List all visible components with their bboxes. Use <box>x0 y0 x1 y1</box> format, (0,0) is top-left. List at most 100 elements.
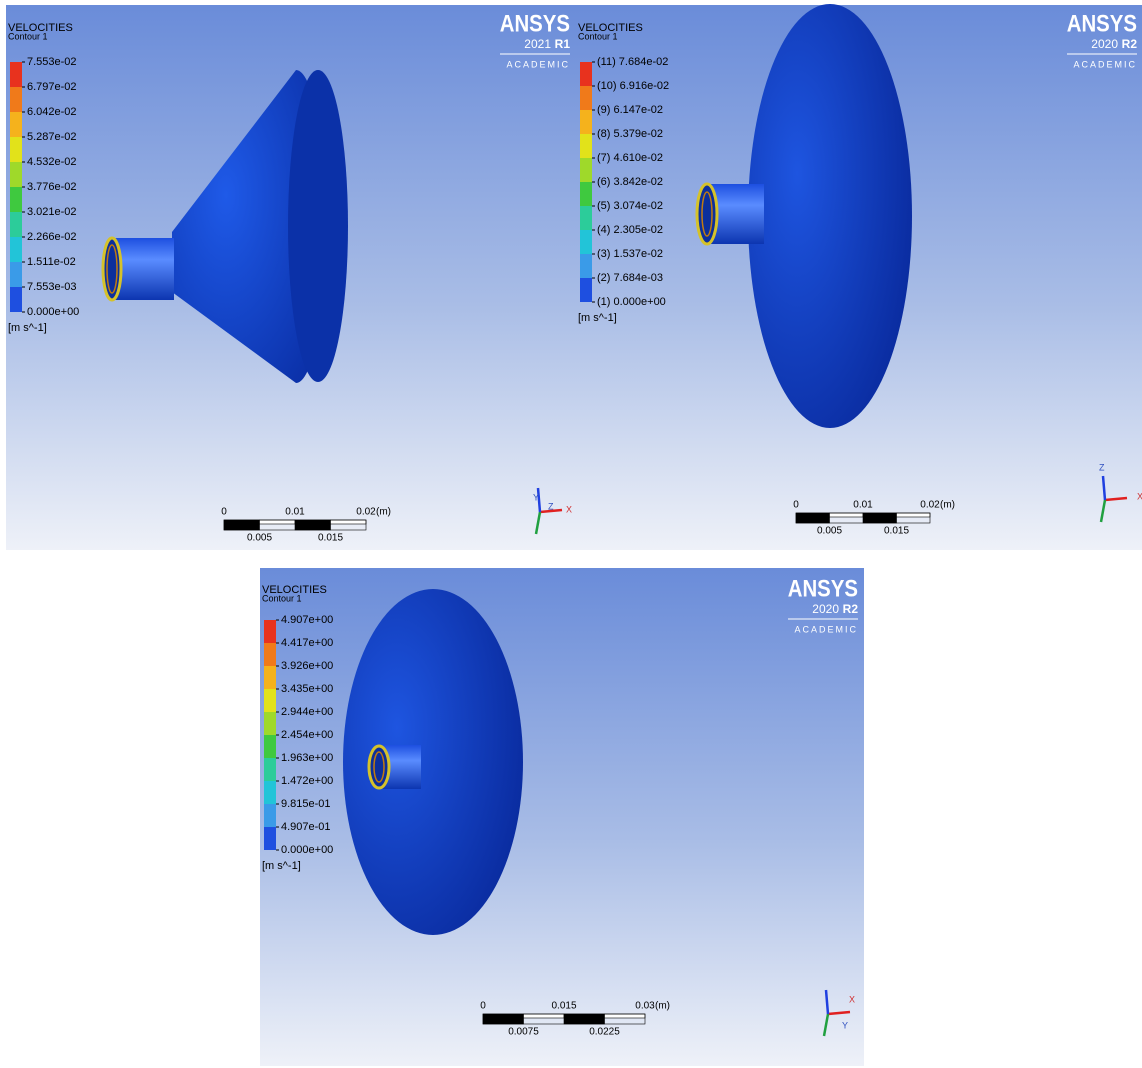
legend-swatch <box>264 758 276 781</box>
axis-label: Z <box>548 501 554 511</box>
legend-swatch <box>10 62 22 87</box>
legend-swatch <box>10 262 22 287</box>
legend-swatch <box>264 643 276 666</box>
scale-label: 0.015 <box>884 526 909 537</box>
legend-swatch <box>580 110 592 134</box>
brand-edition: ACADEMIC <box>794 624 858 634</box>
legend-label: 1.511e-02 <box>27 256 76 268</box>
axis-label: X <box>849 994 855 1004</box>
legend-label: 6.042e-02 <box>27 106 77 118</box>
legend-swatch <box>10 137 22 162</box>
brand-release: R2 <box>843 602 859 616</box>
legend-label: 3.435e+00 <box>281 683 333 695</box>
brand-name: ANSYS <box>500 10 570 37</box>
scale-label: 0.005 <box>817 526 842 537</box>
scale-segment <box>830 513 864 517</box>
legend-label: 2.266e-02 <box>27 231 77 243</box>
legend-label: (7) 4.610e-02 <box>597 152 663 164</box>
legend-unit: [m s^-1] <box>262 860 301 872</box>
scale-segment <box>224 520 260 530</box>
legend-label: 2.944e+00 <box>281 706 333 718</box>
legend-subtitle: Contour 1 <box>262 593 302 603</box>
scale-segment <box>564 1014 605 1024</box>
legend-label: 4.907e-01 <box>281 821 331 833</box>
scale-segment <box>260 520 296 524</box>
legend-swatch <box>580 62 592 86</box>
scale-segment <box>796 513 830 523</box>
axis-label: X <box>566 504 572 514</box>
funnel-model <box>343 589 523 935</box>
legend-label: 3.021e-02 <box>27 206 77 218</box>
legend-subtitle: Contour 1 <box>578 31 618 41</box>
legend-label: 4.417e+00 <box>281 637 333 649</box>
brand-edition: ACADEMIC <box>1073 59 1137 69</box>
legend-label: 3.926e+00 <box>281 660 333 672</box>
legend-swatch <box>264 827 276 850</box>
axis-label: Y <box>842 1020 848 1030</box>
legend-label: (4) 2.305e-02 <box>597 224 663 236</box>
scale-segment <box>605 1014 646 1018</box>
legend-label: (6) 3.842e-02 <box>597 176 663 188</box>
brand-name: ANSYS <box>1067 10 1137 37</box>
scale-label: 0.0075 <box>508 1027 539 1038</box>
legend-label: 0.000e+00 <box>27 306 79 318</box>
scale-label: 0 <box>480 1001 486 1012</box>
legend-unit: [m s^-1] <box>8 322 47 334</box>
legend-swatch <box>264 735 276 758</box>
brand-version: 2021 <box>524 37 551 51</box>
scale-label: 0.0225 <box>589 1027 620 1038</box>
brand-edition: ACADEMIC <box>506 59 570 69</box>
legend-swatch <box>580 254 592 278</box>
legend-label: (3) 1.537e-02 <box>597 248 663 260</box>
scale-segment <box>295 520 331 530</box>
legend-swatch <box>580 278 592 302</box>
scale-segment <box>897 513 931 517</box>
legend-swatch <box>10 212 22 237</box>
scale-segment <box>524 1014 565 1018</box>
scale-segment <box>483 1014 524 1024</box>
legend-swatch <box>10 287 22 312</box>
legend-label: (10) 6.916e-02 <box>597 80 669 92</box>
legend-label: 2.454e+00 <box>281 729 333 741</box>
scale-unit: (m) <box>655 1001 670 1012</box>
legend-label: 9.815e-01 <box>281 798 331 810</box>
scale-label: 0 <box>221 507 227 518</box>
scale-label: 0.005 <box>247 533 272 544</box>
axis-label: Y <box>533 492 539 502</box>
legend-label: 6.797e-02 <box>27 81 77 93</box>
scale-segment <box>331 520 367 524</box>
legend-swatch <box>580 134 592 158</box>
brand-name: ANSYS <box>788 575 858 602</box>
legend-swatch <box>264 804 276 827</box>
screenshot: VELOCITIESContour 17.553e-026.797e-026.0… <box>0 0 1142 1068</box>
axis-label: Z <box>1099 462 1105 472</box>
legend-swatch <box>264 712 276 735</box>
legend-swatch <box>264 781 276 804</box>
legend-label: (9) 6.147e-02 <box>597 104 663 116</box>
scale-unit: (m) <box>376 507 391 518</box>
legend-swatch <box>10 162 22 187</box>
scale-segment <box>863 513 897 523</box>
scale-label: 0.02 <box>356 507 376 518</box>
legend-subtitle: Contour 1 <box>8 31 48 41</box>
brand-release: R1 <box>555 37 571 51</box>
legend-swatch <box>580 158 592 182</box>
scale-label: 0.02 <box>920 500 940 511</box>
legend-unit: [m s^-1] <box>578 312 617 324</box>
legend-swatch <box>10 112 22 137</box>
legend-swatch <box>264 666 276 689</box>
legend-label: 5.287e-02 <box>27 131 77 143</box>
legend-label: 1.472e+00 <box>281 775 333 787</box>
axis-label: X <box>1137 491 1142 501</box>
legend-swatch <box>580 206 592 230</box>
legend-label: (1) 0.000e+00 <box>597 296 666 308</box>
brand-release: R2 <box>1122 37 1138 51</box>
legend-label: 3.776e-02 <box>27 181 77 193</box>
legend-swatch <box>264 620 276 643</box>
legend-label: (2) 7.684e-03 <box>597 272 663 284</box>
legend-label: 1.963e+00 <box>281 752 333 764</box>
legend-swatch <box>10 237 22 262</box>
legend-label: 4.907e+00 <box>281 614 333 626</box>
brand-version: 2020 <box>812 602 839 616</box>
brand-version: 2020 <box>1091 37 1118 51</box>
